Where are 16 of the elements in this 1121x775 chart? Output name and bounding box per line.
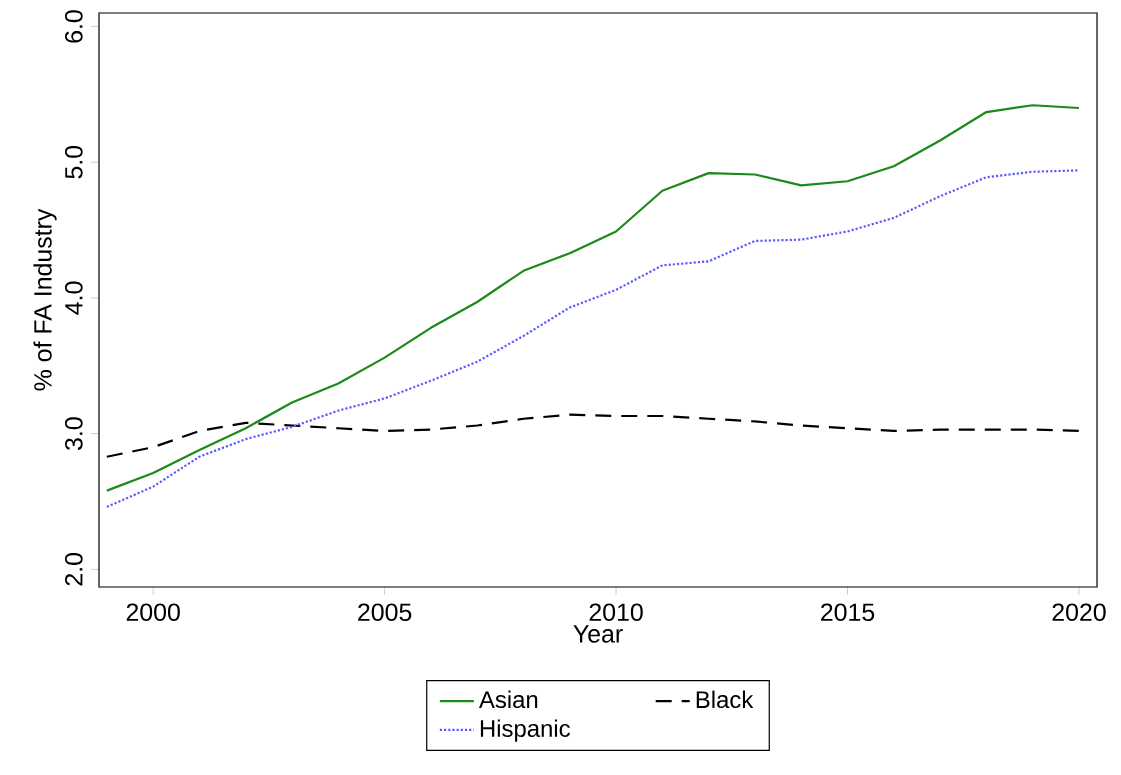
legend-label: Hispanic bbox=[480, 719, 570, 742]
x-tick-label: 2015 bbox=[821, 603, 875, 622]
line-series bbox=[105, 104, 1081, 492]
legend-label: Asian bbox=[478, 690, 538, 709]
x-axis-title: Year bbox=[573, 625, 623, 643]
y-tick-label: 3.0 bbox=[65, 417, 83, 451]
y-tick-label: 2.0 bbox=[65, 553, 83, 586]
y-tick-label: 5.0 bbox=[65, 145, 83, 179]
y-tick-label: 4.0 bbox=[65, 281, 83, 315]
y-axis-title: % of FA Industry bbox=[33, 208, 57, 391]
y-tick-label: 6.0 bbox=[65, 10, 83, 43]
x-tick-label: 2020 bbox=[1052, 603, 1106, 622]
x-tick-label: 2005 bbox=[358, 603, 412, 622]
x-tick-label: 2010 bbox=[589, 603, 643, 622]
legend-label: Black bbox=[696, 690, 754, 709]
x-tick-label: 2000 bbox=[126, 603, 180, 622]
